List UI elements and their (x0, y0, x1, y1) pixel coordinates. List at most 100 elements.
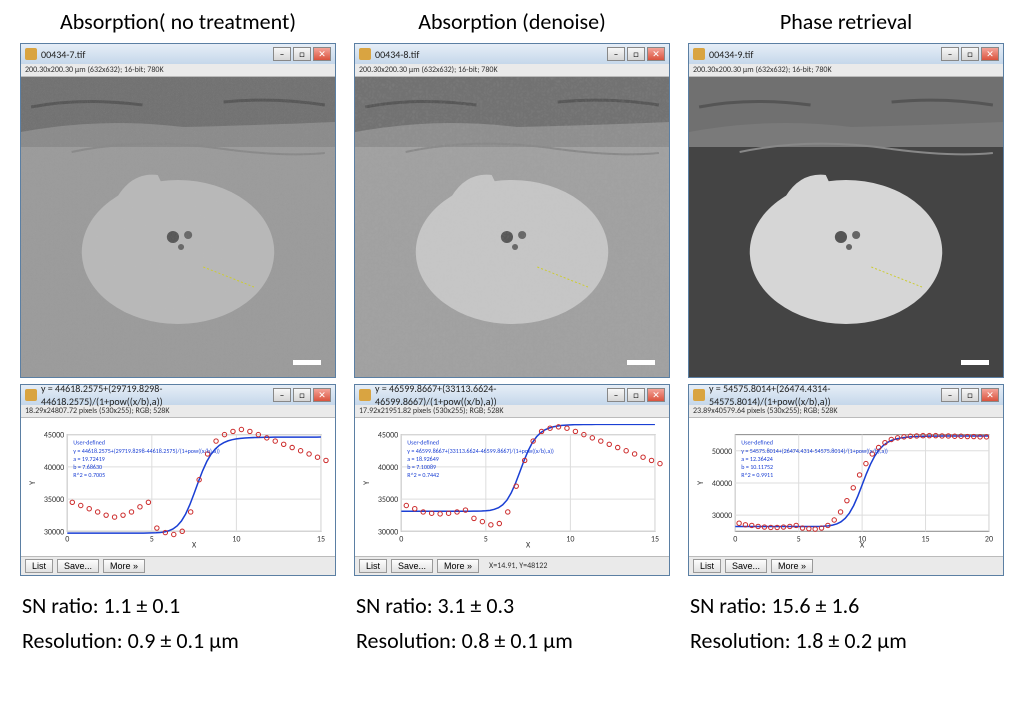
svg-text:Y: Y (362, 481, 372, 485)
svg-text:y = 44618.2575+(29719.8298-446: y = 44618.2575+(29719.8298-44618.2575)/(… (73, 447, 220, 455)
svg-text:b = 10.11752: b = 10.11752 (741, 463, 773, 471)
image-info-bar: 200.30x200.30 µm (632x632); 16-bit; 780K (21, 64, 335, 77)
close-button[interactable]: ✕ (313, 388, 331, 402)
plot-window: y = 46599.8667+(33113.6624-46599.8667)/(… (354, 384, 670, 576)
plot-toolbar: List Save... More » (689, 556, 1003, 575)
plot-window: y = 44618.2575+(29719.8298-44618.2575)/(… (20, 384, 336, 576)
imagej-icon (359, 48, 371, 60)
column-title: Absorption (denoise) (354, 8, 670, 35)
svg-text:30000: 30000 (712, 511, 732, 521)
minimize-button[interactable]: – (273, 47, 291, 61)
svg-text:15: 15 (317, 534, 325, 544)
window-title: 00434-7.tif (41, 48, 273, 61)
svg-text:a = 12.36424: a = 12.36424 (741, 455, 773, 463)
image-canvas[interactable] (355, 77, 669, 377)
maximize-button[interactable]: □ (961, 47, 979, 61)
column-title: Absorption( no treatment) (20, 8, 336, 35)
imagej-icon (25, 48, 37, 60)
image-canvas[interactable] (689, 77, 1003, 377)
column-2: Phase retrieval00434-9.tif–□✕200.30x200.… (688, 8, 1004, 658)
resolution: Resolution: 1.8 ± 0.2 µm (690, 623, 1004, 658)
svg-text:10: 10 (232, 534, 240, 544)
svg-text:45000: 45000 (378, 431, 398, 441)
close-button[interactable]: ✕ (981, 47, 999, 61)
plot-toolbar: ListSave...More »X=14.91, Y=48122 (355, 556, 669, 575)
column-1: Absorption (denoise) 00434-8.tif–□✕200.30… (354, 8, 670, 658)
save-button[interactable]: Save... (725, 559, 767, 573)
minimize-button[interactable]: – (273, 388, 291, 402)
minimize-button[interactable]: – (941, 47, 959, 61)
titlebar[interactable]: 00434-8.tif–□✕ (355, 44, 669, 64)
more-button[interactable]: More » (437, 559, 479, 573)
image-canvas[interactable] (21, 77, 335, 377)
save-button[interactable]: Save... (391, 559, 433, 573)
more-button[interactable]: More » (103, 559, 145, 573)
svg-text:Y: Y (696, 481, 706, 485)
column-title: Phase retrieval (688, 8, 1004, 35)
imagej-icon (25, 389, 37, 401)
list-button[interactable]: List (25, 559, 53, 573)
svg-text:X: X (526, 540, 531, 550)
window-title: 00434-9.tif (709, 48, 941, 61)
image-window: 00434-7.tif–□✕200.30x200.30 µm (632x632)… (20, 43, 336, 378)
more-button[interactable]: More » (771, 559, 813, 573)
image-info-bar: 200.30x200.30 µm (632x632); 16-bit; 780K (689, 64, 1003, 77)
svg-text:0: 0 (65, 534, 69, 544)
close-button[interactable]: ✕ (647, 388, 665, 402)
titlebar[interactable]: 00434-7.tif–□✕ (21, 44, 335, 64)
svg-text:30000: 30000 (378, 527, 398, 537)
svg-text:5: 5 (150, 534, 154, 544)
sn-ratio: SN ratio: 15.6 ± 1.6 (690, 588, 1004, 623)
results: SN ratio: 3.1 ± 0.3Resolution: 0.8 ± 0.1… (354, 588, 670, 658)
titlebar[interactable]: 00434-9.tif–□✕ (689, 44, 1003, 64)
plot-canvas[interactable]: 30000400005000005101520XYUser-definedy =… (689, 418, 1003, 556)
svg-text:20: 20 (985, 534, 993, 544)
maximize-button[interactable]: □ (293, 47, 311, 61)
plot-window: y = 54575.8014+(26474.4314-54575.8014)/(… (688, 384, 1004, 576)
svg-text:Y: Y (28, 481, 38, 485)
list-button[interactable]: List (693, 559, 721, 573)
svg-text:5: 5 (484, 534, 488, 544)
list-button[interactable]: List (359, 559, 387, 573)
window-title: y = 54575.8014+(26474.4314-54575.8014)/(… (709, 382, 941, 408)
close-button[interactable]: ✕ (313, 47, 331, 61)
maximize-button[interactable]: □ (627, 47, 645, 61)
minimize-button[interactable]: – (607, 47, 625, 61)
window-title: y = 44618.2575+(29719.8298-44618.2575)/(… (41, 382, 273, 408)
image-window: 00434-8.tif–□✕200.30x200.30 µm (632x632)… (354, 43, 670, 378)
svg-text:User-defined: User-defined (741, 439, 773, 447)
svg-text:User-defined: User-defined (73, 439, 105, 447)
maximize-button[interactable]: □ (293, 388, 311, 402)
plot-canvas[interactable]: 30000350004000045000051015XYUser-defined… (21, 418, 335, 556)
svg-text:0: 0 (733, 534, 737, 544)
titlebar[interactable]: y = 54575.8014+(26474.4314-54575.8014)/(… (689, 385, 1003, 405)
plot-toolbar: List Save... More » (21, 556, 335, 575)
results: SN ratio: 1.1 ± 0.1Resolution: 0.9 ± 0.1… (20, 588, 336, 658)
maximize-button[interactable]: □ (627, 388, 645, 402)
svg-text:User-defined: User-defined (407, 439, 439, 447)
results: SN ratio: 15.6 ± 1.6Resolution: 1.8 ± 0.… (688, 588, 1004, 658)
svg-text:y = 46599.8667+(33113.6624-465: y = 46599.8667+(33113.6624-46599.8667)/(… (407, 447, 554, 455)
plot-canvas[interactable]: 30000350004000045000051015XYUser-defined… (355, 418, 669, 556)
svg-text:10: 10 (566, 534, 574, 544)
svg-text:b = 7.10089: b = 7.10089 (407, 463, 436, 471)
imagej-icon (359, 389, 371, 401)
titlebar[interactable]: y = 44618.2575+(29719.8298-44618.2575)/(… (21, 385, 335, 405)
svg-text:50000: 50000 (712, 447, 732, 457)
imagej-icon (693, 48, 705, 60)
svg-text:40000: 40000 (378, 463, 398, 473)
minimize-button[interactable]: – (607, 388, 625, 402)
close-button[interactable]: ✕ (647, 47, 665, 61)
scale-bar (961, 360, 989, 365)
svg-text:R^2 = 0.9911: R^2 = 0.9911 (741, 471, 773, 479)
figure-grid: Absorption( no treatment)00434-7.tif–□✕2… (0, 0, 1024, 658)
sn-ratio: SN ratio: 3.1 ± 0.3 (356, 588, 670, 623)
minimize-button[interactable]: – (941, 388, 959, 402)
titlebar[interactable]: y = 46599.8667+(33113.6624-46599.8667)/(… (355, 385, 669, 405)
svg-text:a = 19.72419: a = 19.72419 (73, 455, 105, 463)
scale-bar (627, 360, 655, 365)
save-button[interactable]: Save... (57, 559, 99, 573)
maximize-button[interactable]: □ (961, 388, 979, 402)
svg-text:a = 18.92649: a = 18.92649 (407, 455, 439, 463)
close-button[interactable]: ✕ (981, 388, 999, 402)
